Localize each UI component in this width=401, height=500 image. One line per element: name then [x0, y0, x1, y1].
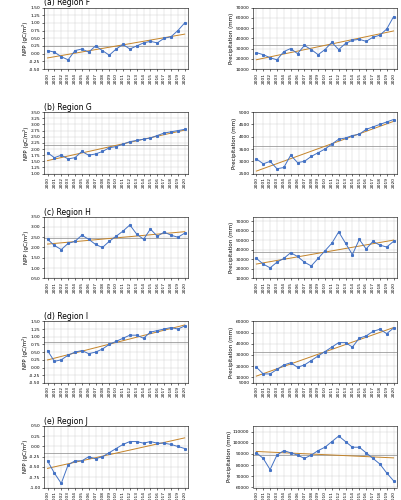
Y-axis label: NPP (gC/m²): NPP (gC/m²): [22, 440, 28, 474]
Y-axis label: Precipitation (mm): Precipitation (mm): [229, 222, 234, 273]
Y-axis label: Precipitation (mm): Precipitation (mm): [232, 118, 237, 168]
Y-axis label: NPP (gC/m²): NPP (gC/m²): [22, 336, 28, 369]
Y-axis label: Precipitation (mm): Precipitation (mm): [227, 431, 232, 482]
Text: (c) Region H: (c) Region H: [44, 208, 91, 216]
Y-axis label: NPP (gC/m²): NPP (gC/m²): [22, 22, 28, 55]
Y-axis label: Precipitation (mm): Precipitation (mm): [229, 12, 234, 64]
Text: (b) Region G: (b) Region G: [44, 103, 92, 112]
Y-axis label: NPP (gC/m²): NPP (gC/m²): [24, 231, 30, 264]
Text: (a) Region F: (a) Region F: [44, 0, 90, 8]
Y-axis label: Precipitation (mm): Precipitation (mm): [229, 326, 234, 378]
Text: (e) Region J: (e) Region J: [44, 417, 88, 426]
Text: (d) Region I: (d) Region I: [44, 312, 88, 322]
Y-axis label: NPP (gC/m²): NPP (gC/m²): [24, 126, 30, 160]
